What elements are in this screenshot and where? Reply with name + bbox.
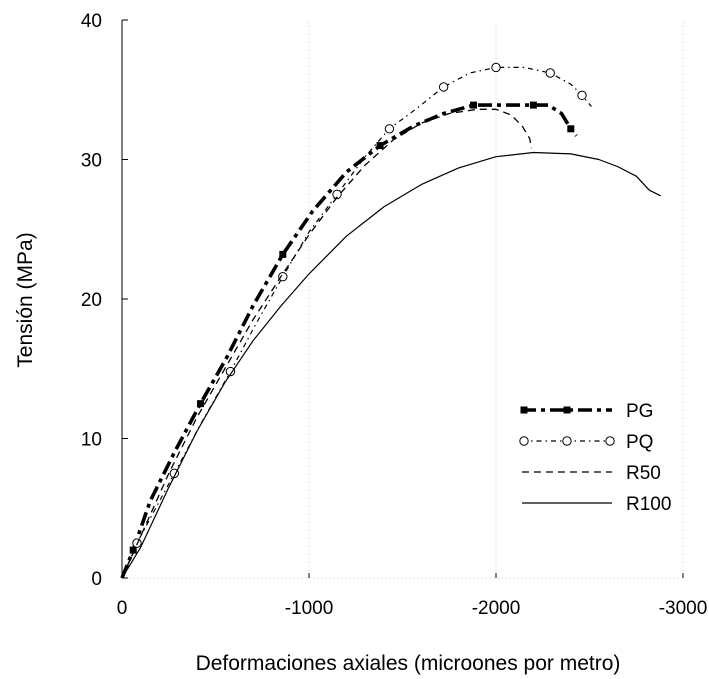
data-point-pg (376, 142, 384, 150)
series-line-r50 (121, 108, 533, 579)
data-point-pq (278, 271, 288, 282)
data-point-pq (384, 124, 395, 134)
data-point-pg (279, 250, 287, 258)
x-tick-label: -3000 (659, 598, 708, 619)
legend: PG PQ R50 R100 (519, 401, 671, 515)
legend-label-pq: PQ (626, 432, 653, 453)
y-tick-label: 0 (91, 569, 102, 590)
legend-marker-pq (519, 436, 529, 446)
y-axis-title: Tensión (MPa) (14, 232, 37, 367)
data-point-pg (529, 101, 537, 109)
legend-marker-pg (520, 406, 528, 414)
data-point-pq (491, 62, 501, 73)
legend-label-pg: PG (626, 401, 653, 422)
data-point-pq (332, 189, 342, 200)
axes: 0 10 20 30 40 0 -1000 -2000 -3000 (81, 11, 707, 619)
series-line-pq (121, 66, 592, 579)
legend-label-r100: R100 (626, 494, 671, 515)
legend-marker-pg (563, 406, 571, 414)
plot-area (122, 22, 684, 579)
legend-marker-pq (562, 436, 572, 446)
y-tick-label: 10 (81, 430, 102, 451)
x-tick-label: -2000 (472, 598, 521, 619)
x-tick-label: -1000 (285, 598, 334, 619)
legend-label-r50: R50 (626, 463, 661, 484)
y-tick-label: 20 (81, 290, 102, 311)
series-line-r100 (121, 151, 661, 579)
legend-marker-pq (605, 436, 615, 446)
data-point-pg (470, 101, 478, 109)
data-point-pq (577, 90, 587, 101)
data-point-pq (545, 68, 555, 78)
x-axis-title: Deformaciones axiales (microones por met… (196, 652, 621, 675)
series-layer (120, 62, 661, 579)
data-point-pg (129, 546, 137, 554)
data-point-pg (567, 125, 575, 133)
data-point-pq (438, 82, 449, 92)
data-point-pg (197, 400, 205, 408)
data-point-pq (225, 366, 236, 377)
x-tick-label: 0 (117, 598, 128, 619)
y-tick-label: 40 (81, 11, 102, 32)
y-tick-label: 30 (81, 151, 102, 172)
series-line-pg (120, 103, 578, 579)
